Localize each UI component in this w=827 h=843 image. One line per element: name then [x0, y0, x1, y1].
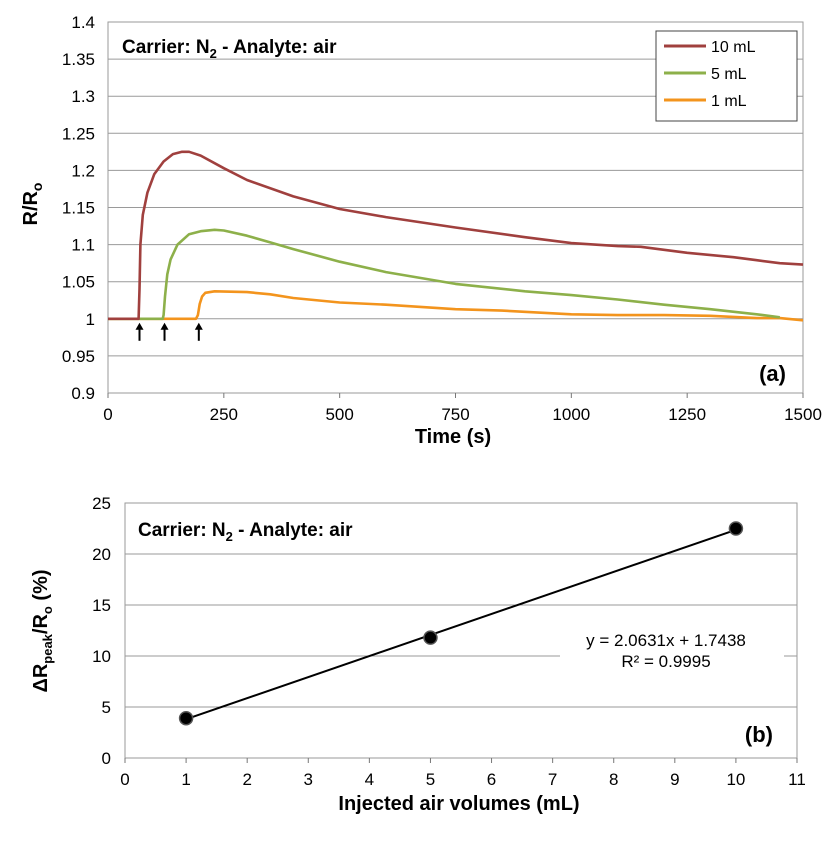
- x-tick-label-b: 0: [120, 770, 129, 789]
- x-tick-labels-b: 0 1 2 3 4 5 6 7 8 9 10 11: [120, 758, 806, 789]
- y-tick-label-a: 1.4: [71, 13, 95, 32]
- injection-arrows: [135, 322, 203, 341]
- legend-label: 5 mL: [711, 66, 747, 83]
- data-point: [728, 521, 744, 536]
- x-tick-label-b: 10: [726, 770, 745, 789]
- x-axis-title-b: Injected air volumes (mL): [338, 793, 579, 815]
- panel-label-a: (a): [759, 361, 786, 386]
- y-tick-label-b: 0: [102, 749, 111, 768]
- y-tick-label-a: 1.35: [62, 50, 95, 69]
- x-tick-label-b: 9: [670, 770, 679, 789]
- x-tick-label-a: 1250: [668, 405, 706, 424]
- x-tick-label-b: 2: [242, 770, 251, 789]
- injection-arrow: [160, 322, 169, 341]
- x-tick-label-a: 1500: [784, 405, 822, 424]
- x-tick-label-a: 1000: [552, 405, 590, 424]
- data-point: [178, 710, 194, 726]
- trendline-equation: y = 2.0631x + 1.7438: [586, 631, 746, 650]
- y-tick-label-a: 1.15: [62, 199, 95, 218]
- injection-arrow: [135, 322, 144, 341]
- x-tick-labels-a: 0 250 500 750 1000 1250 1500: [103, 393, 822, 424]
- y-tick-label-b: 25: [92, 494, 111, 513]
- y-tick-label-a: 1.05: [62, 273, 95, 292]
- x-axis-title-a: Time (s): [415, 426, 491, 448]
- x-tick-label-b: 1: [181, 770, 190, 789]
- legend-label: 1 mL: [711, 93, 747, 110]
- legend-a: 10 mL 5 mL 1 mL: [655, 30, 798, 122]
- annotation-a: Carrier: N2 - Analyte: air: [122, 37, 337, 61]
- panel-label-b: (b): [745, 722, 773, 747]
- y-tick-label-a: 0.95: [62, 347, 95, 366]
- chart-panel-a: 0.9 0.95 1 1.05 1.1 1.15 1.2 1.25 1.3 1.35 1.4 0 25…: [20, 13, 822, 448]
- series-lines-a: [108, 150, 804, 322]
- fit-label-bg: [560, 631, 784, 671]
- x-tick-label-a: 250: [210, 405, 238, 424]
- trendline-b: [185, 528, 737, 721]
- y-tick-label-b: 20: [92, 545, 111, 564]
- x-tick-label-b: 6: [487, 770, 496, 789]
- y-tick-labels-a: 0.9 0.95 1 1.05 1.1 1.15 1.2 1.25 1.3 1.35 1.4: [62, 13, 95, 403]
- x-tick-label-b: 8: [609, 770, 618, 789]
- legend-label: 10 mL: [711, 39, 756, 56]
- annotation-b: Carrier: N2 - Analyte: air: [138, 520, 353, 544]
- y-tick-label-a: 1: [86, 310, 95, 329]
- y-tick-label-a: 1.3: [71, 87, 95, 106]
- x-tick-label-b: 5: [426, 770, 435, 789]
- y-axis-title-b: ΔRpeak/Ro (%): [30, 569, 55, 692]
- x-tick-label-b: 11: [788, 770, 806, 789]
- x-tick-label-b: 4: [365, 770, 374, 789]
- x-tick-label-b: 3: [304, 770, 313, 789]
- y-tick-labels-b: 0 5 10 15 20 25: [92, 494, 111, 768]
- annotation-bg-b: [133, 512, 443, 546]
- chart-panel-b: 0 5 10 15 20 25 0 1 2 3 4 5 6 7 8 9 10 11 Carrier: N2 - …: [30, 494, 806, 815]
- data-points-b: [178, 521, 744, 726]
- x-tick-label-a: 0: [103, 405, 112, 424]
- y-tick-label-a: 1.25: [62, 124, 95, 143]
- x-tick-label-b: 7: [548, 770, 557, 789]
- y-tick-label-b: 5: [102, 698, 111, 717]
- y-tick-label-b: 10: [92, 647, 111, 666]
- trendline-r-squared: R² = 0.9995: [621, 652, 710, 671]
- data-point: [423, 630, 438, 645]
- y-tick-label-b: 15: [92, 596, 111, 615]
- y-tick-label-a: 1.2: [71, 161, 95, 180]
- trendline: [185, 528, 737, 721]
- series-line-10-ml: [108, 150, 804, 321]
- x-tick-label-a: 500: [325, 405, 353, 424]
- y-tick-label-a: 1.1: [71, 236, 95, 255]
- y-tick-label-a: 0.9: [71, 384, 95, 403]
- series-line-1-ml: [108, 289, 804, 322]
- x-tick-label-a: 750: [441, 405, 469, 424]
- injection-arrow: [194, 322, 203, 341]
- y-axis-title-a: R/Ro: [20, 182, 45, 225]
- series-line-5-ml: [108, 228, 780, 321]
